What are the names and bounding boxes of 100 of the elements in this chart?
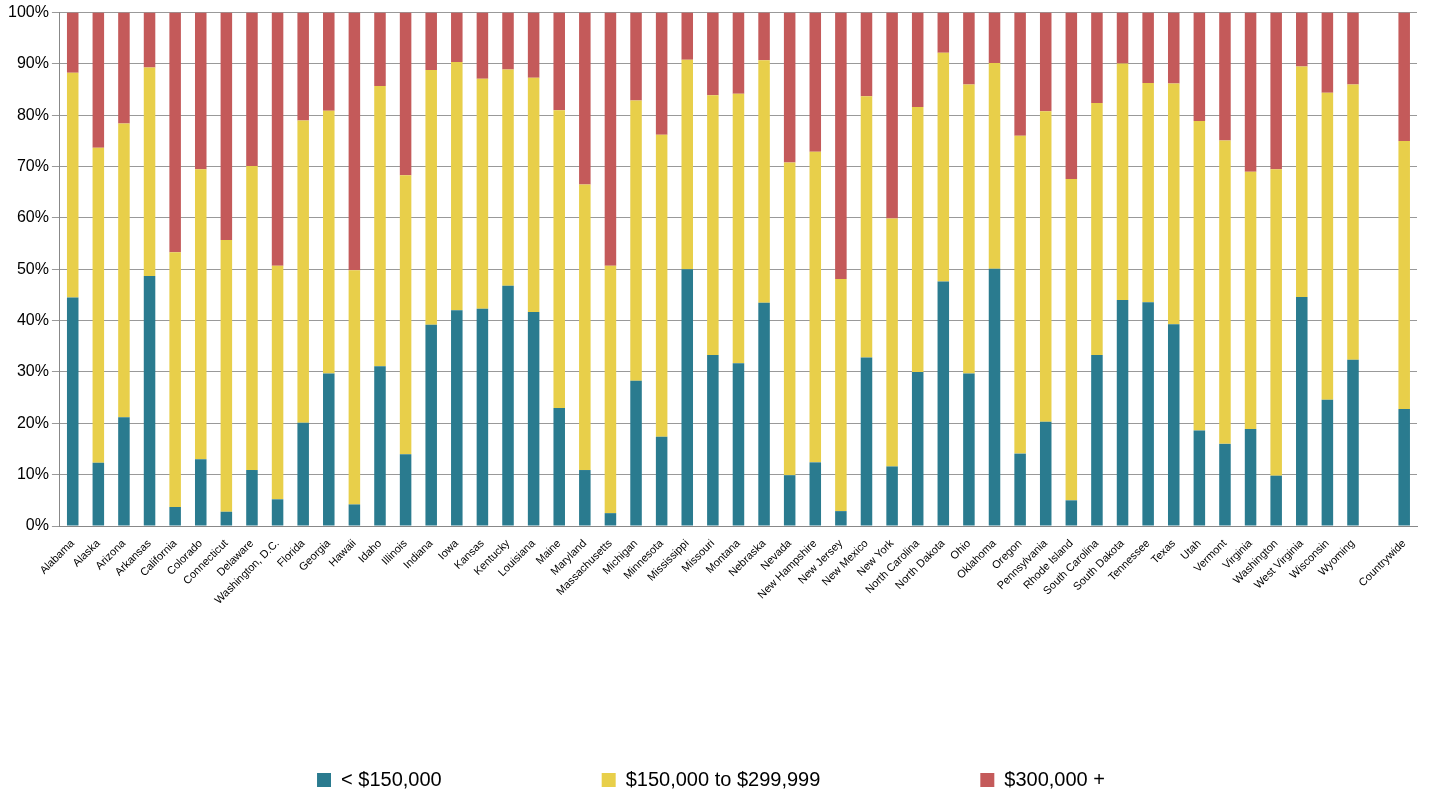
bar xyxy=(297,422,309,526)
bar xyxy=(1167,12,1180,84)
bar xyxy=(1296,297,1308,526)
bar xyxy=(707,95,719,356)
bar xyxy=(169,252,181,508)
bar xyxy=(271,499,284,526)
bar xyxy=(92,147,105,463)
bar xyxy=(1142,302,1154,526)
bar xyxy=(655,134,668,437)
bar xyxy=(809,462,822,526)
bar xyxy=(886,218,898,467)
bar xyxy=(1321,12,1334,93)
bar xyxy=(1014,12,1026,136)
bar xyxy=(143,275,156,526)
bar xyxy=(246,470,258,526)
bar xyxy=(451,61,463,311)
bar xyxy=(911,12,924,108)
bar xyxy=(374,12,386,87)
bar xyxy=(1039,111,1052,422)
bar xyxy=(758,12,770,61)
bar xyxy=(1014,135,1026,454)
y-tick-label: 10% xyxy=(16,465,49,483)
y-tick-label: 30% xyxy=(16,362,49,380)
bar xyxy=(1116,300,1129,526)
bar xyxy=(1219,12,1231,141)
bar xyxy=(1219,140,1231,444)
bar xyxy=(1039,12,1052,112)
bar xyxy=(374,86,386,367)
bar xyxy=(963,373,975,526)
bar xyxy=(963,84,975,374)
bar xyxy=(1091,355,1103,526)
bar xyxy=(399,12,412,176)
bar xyxy=(604,265,617,514)
bar xyxy=(681,12,694,60)
bar xyxy=(911,371,924,526)
bar xyxy=(118,417,130,526)
bar xyxy=(835,279,847,512)
bar xyxy=(579,184,591,471)
bar xyxy=(1142,82,1154,303)
bar xyxy=(502,69,514,286)
bar xyxy=(374,366,386,526)
bar xyxy=(707,355,719,526)
bar xyxy=(1091,102,1103,356)
bar xyxy=(988,12,1001,63)
bar xyxy=(1091,12,1103,103)
bar xyxy=(271,265,284,500)
bar xyxy=(553,110,565,408)
bar xyxy=(1347,359,1359,526)
bar xyxy=(425,324,437,526)
bar xyxy=(783,12,796,163)
bar xyxy=(579,12,591,185)
bar xyxy=(194,169,207,460)
bar xyxy=(66,72,79,298)
bar xyxy=(732,12,745,94)
bar xyxy=(451,12,463,62)
bar xyxy=(1321,92,1334,400)
bar xyxy=(92,12,105,148)
bar xyxy=(348,504,361,526)
bar xyxy=(1167,83,1180,325)
bar xyxy=(92,462,105,526)
bar xyxy=(835,511,847,526)
bar xyxy=(1193,430,1206,526)
bar xyxy=(399,454,412,526)
bar xyxy=(527,12,540,78)
bar xyxy=(630,380,642,526)
bar xyxy=(886,12,898,219)
bar xyxy=(1270,475,1282,526)
bar xyxy=(1347,12,1359,85)
bar xyxy=(655,12,668,135)
bar xyxy=(143,67,156,276)
bar xyxy=(988,62,1001,269)
bar xyxy=(220,511,233,526)
bar xyxy=(630,100,642,381)
y-tick-label: 50% xyxy=(16,259,49,277)
y-tick-label: 100% xyxy=(8,3,49,21)
bar xyxy=(66,297,79,526)
bar xyxy=(937,52,950,282)
bar xyxy=(783,162,796,476)
bar xyxy=(579,470,591,526)
bar xyxy=(886,466,898,526)
y-tick-label: 70% xyxy=(16,157,49,175)
bar xyxy=(1039,421,1052,526)
bar xyxy=(527,311,540,526)
y-tick-label: 40% xyxy=(16,311,49,329)
bar xyxy=(271,12,284,266)
bar xyxy=(860,96,873,358)
bar xyxy=(527,77,540,312)
bar xyxy=(1398,12,1410,141)
bar xyxy=(681,269,694,526)
bar xyxy=(988,268,1001,526)
bar xyxy=(809,151,822,463)
bar xyxy=(169,507,181,526)
bar xyxy=(425,12,437,71)
bar xyxy=(809,12,822,152)
bar xyxy=(732,363,745,526)
bar xyxy=(143,12,156,68)
bar xyxy=(937,12,950,53)
bar xyxy=(323,110,335,374)
bar xyxy=(1219,443,1231,526)
bar xyxy=(860,12,873,97)
